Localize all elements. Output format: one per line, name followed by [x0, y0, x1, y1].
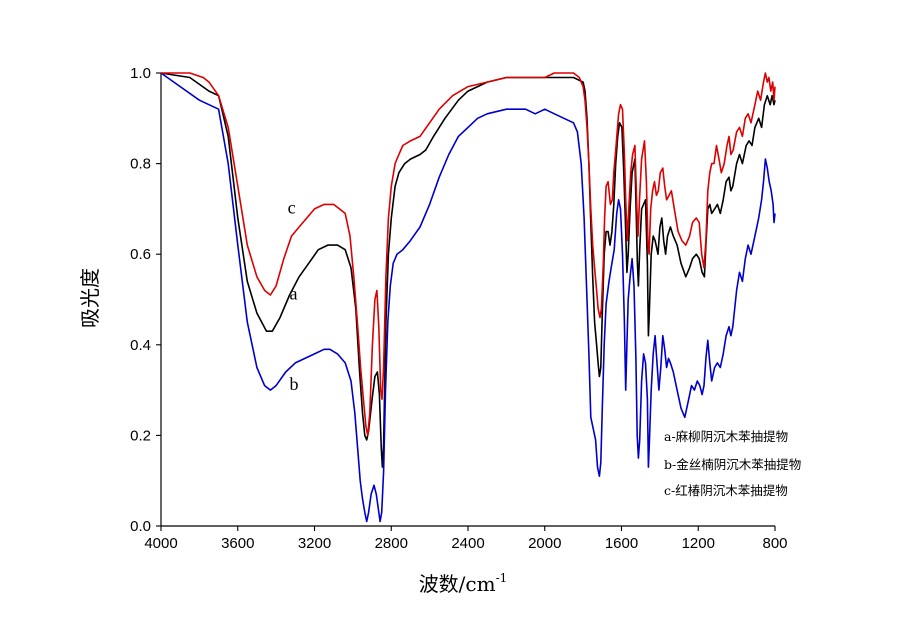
x-tick-label: 2400: [451, 535, 484, 552]
legend-entry-c: c-红椿阴沉木苯抽提物: [664, 483, 788, 498]
y-tick-label: 1.0: [130, 65, 151, 82]
x-tick-label: 3600: [221, 535, 254, 552]
y-tick-label: 0.0: [130, 518, 151, 535]
y-tick-label: 0.6: [130, 246, 151, 263]
x-axis-title: 波数/cm-1: [419, 571, 508, 596]
x-tick-label: 2000: [528, 535, 561, 552]
spectrum-line-a: [160, 72, 776, 468]
x-axis-title-text: 波数/cm: [419, 572, 496, 596]
y-tick-label: 0.8: [130, 156, 151, 173]
spectrum-curves: [160, 72, 776, 523]
y-axis-title: 吸光度: [78, 268, 102, 328]
spectrum-line-b: [160, 72, 776, 523]
x-tick-label: 2800: [375, 535, 408, 552]
x-tick-label: 3200: [298, 535, 331, 552]
curve-label-b: b: [290, 374, 299, 394]
x-axis-title-superscript: -1: [496, 571, 508, 585]
x-tick-label: 1200: [682, 535, 715, 552]
y-tick-label: 0.2: [130, 427, 151, 444]
legend: a-麻柳阴沉木苯抽提物 b-金丝楠阴沉木苯抽提物 c-红椿阴沉木苯抽提物: [664, 429, 801, 498]
x-tick-label: 4000: [144, 535, 177, 552]
x-tick-label: 1600: [605, 535, 638, 552]
legend-entry-b: b-金丝楠阴沉木苯抽提物: [664, 457, 801, 472]
legend-entry-a: a-麻柳阴沉木苯抽提物: [664, 429, 788, 444]
curve-label-a: a: [290, 284, 298, 304]
curve-label-c: c: [288, 197, 296, 217]
spectrum-line-c: [161, 72, 776, 437]
x-axis-ticks: 4000 3600 3200 2800 2400 2000 1600 1200 800: [144, 526, 788, 552]
x-tick-label: 800: [762, 535, 787, 552]
y-tick-label: 0.4: [130, 337, 151, 354]
curve-labels: a b c: [288, 197, 299, 394]
y-axis-ticks: 0.0 0.2 0.4 0.6 0.8 1.0: [130, 65, 161, 535]
